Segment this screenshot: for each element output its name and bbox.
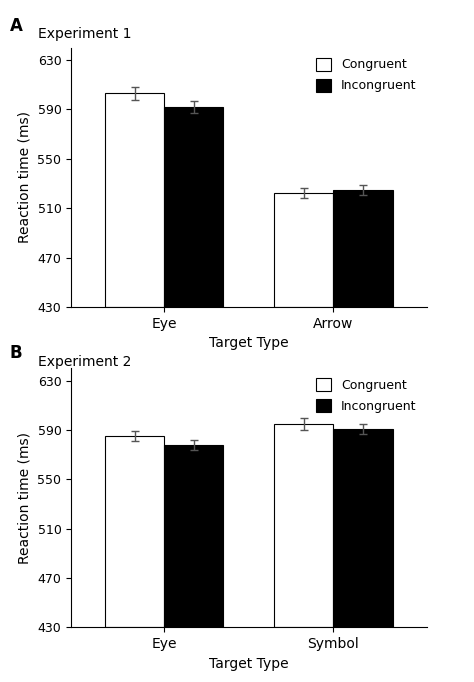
Bar [334,429,393,627]
Bar [334,190,393,307]
Bar [274,194,334,307]
Bar [105,436,164,627]
Text: Experiment 2: Experiment 2 [38,355,131,369]
Y-axis label: Reaction time (ms): Reaction time (ms) [18,432,32,564]
X-axis label: Target Type: Target Type [209,657,289,670]
X-axis label: Target Type: Target Type [209,336,289,350]
Y-axis label: Reaction time (ms): Reaction time (ms) [18,111,32,243]
Text: B: B [9,344,22,362]
Bar [105,93,164,307]
Bar [164,445,223,627]
Bar [164,107,223,307]
Bar [274,424,334,627]
Legend: Congruent, Incongruent: Congruent, Incongruent [312,374,420,417]
Legend: Congruent, Incongruent: Congruent, Incongruent [312,54,420,96]
Text: Experiment 1: Experiment 1 [38,27,131,42]
Text: A: A [9,17,22,35]
